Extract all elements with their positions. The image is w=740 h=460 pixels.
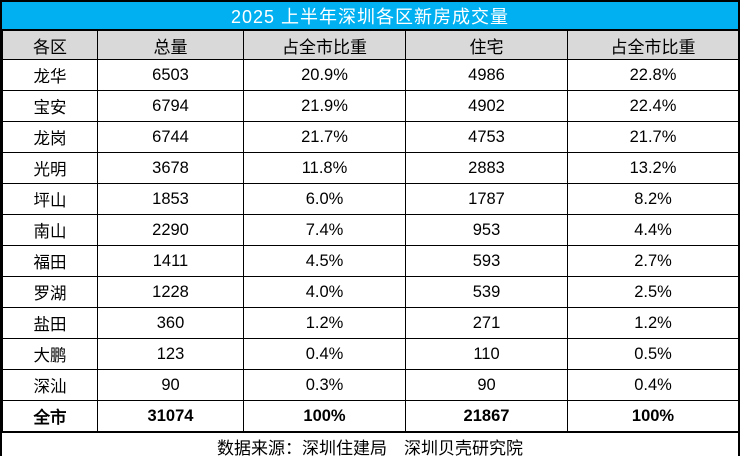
table-cell-residential-share: 22.8% (567, 59, 739, 91)
table-cell-district: 南山 (2, 214, 98, 246)
table-cell-residential: 1787 (405, 183, 568, 215)
col-header-total-share: 占全市比重 (243, 30, 406, 60)
table-cell-residential: 90 (405, 369, 568, 401)
table-cell-district: 全市 (2, 400, 98, 432)
table-row: 龙岗 6744 21.7% 4753 21.7% (2, 121, 739, 153)
data-table: 各区 总量 占全市比重 住宅 占全市比重 龙华 6503 20.9% 4986 22.8… (2, 30, 739, 432)
table-cell-total: 6744 (97, 121, 244, 153)
table-cell-residential-share: 1.2% (567, 307, 739, 339)
table-cell-residential-share: 8.2% (567, 183, 739, 215)
table-cell-total-share: 21.9% (243, 90, 406, 122)
table-row: 深汕 90 0.3% 90 0.4% (2, 369, 739, 401)
table-cell-residential: 110 (405, 338, 568, 370)
table-cell-district: 福田 (2, 245, 98, 277)
table-cell-district: 罗湖 (2, 276, 98, 308)
table-cell-district: 光明 (2, 152, 98, 184)
table-cell-total: 6503 (97, 59, 244, 91)
table-body: 龙华 6503 20.9% 4986 22.8% 宝安 6794 21.9% 4902 22.4%… (2, 59, 739, 432)
table-cell-residential: 4902 (405, 90, 568, 122)
table-row: 坪山 1853 6.0% 1787 8.2% (2, 183, 739, 215)
page-title: 2025 上半年深圳各区新房成交量 (2, 2, 738, 30)
table-cell-total: 123 (97, 338, 244, 370)
table-row: 龙华 6503 20.9% 4986 22.8% (2, 59, 739, 91)
table-row: 盐田 360 1.2% 271 1.2% (2, 307, 739, 339)
table-cell-district: 坪山 (2, 183, 98, 215)
table-cell-residential-share: 0.5% (567, 338, 739, 370)
col-header-residential: 住宅 (405, 30, 568, 60)
table-cell-residential: 21867 (405, 400, 568, 432)
table-cell-total-share: 7.4% (243, 214, 406, 246)
table-cell-district: 深汕 (2, 369, 98, 401)
col-header-residential-share: 占全市比重 (567, 30, 739, 60)
table-cell-total-share: 21.7% (243, 121, 406, 153)
table-cell-total: 31074 (97, 400, 244, 432)
table-cell-total-share: 0.3% (243, 369, 406, 401)
table-row: 福田 1411 4.5% 593 2.7% (2, 245, 739, 277)
table-cell-total: 1411 (97, 245, 244, 277)
table-row: 南山 2290 7.4% 953 4.4% (2, 214, 739, 246)
table-cell-residential-share: 0.4% (567, 369, 739, 401)
col-header-total: 总量 (97, 30, 244, 60)
table-cell-total: 6794 (97, 90, 244, 122)
table-cell-total-share: 11.8% (243, 152, 406, 184)
table-cell-residential-share: 2.7% (567, 245, 739, 277)
table-cell-total: 3678 (97, 152, 244, 184)
table-cell-residential: 593 (405, 245, 568, 277)
table-cell-total-share: 100% (243, 400, 406, 432)
table-cell-total-share: 6.0% (243, 183, 406, 215)
table-cell-residential-share: 4.4% (567, 214, 739, 246)
table-row: 全市 31074 100% 21867 100% (2, 400, 739, 432)
table-cell-residential: 4753 (405, 121, 568, 153)
table-cell-residential: 4986 (405, 59, 568, 91)
data-source: 数据来源：深圳住建局 深圳贝壳研究院 (2, 432, 738, 460)
table-cell-total-share: 20.9% (243, 59, 406, 91)
table-cell-total: 1228 (97, 276, 244, 308)
table-cell-residential: 271 (405, 307, 568, 339)
table-cell-residential-share: 21.7% (567, 121, 739, 153)
table-cell-total: 90 (97, 369, 244, 401)
table-cell-residential: 953 (405, 214, 568, 246)
table-cell-total: 360 (97, 307, 244, 339)
table-cell-district: 宝安 (2, 90, 98, 122)
col-header-district: 各区 (2, 30, 98, 60)
table-cell-district: 龙岗 (2, 121, 98, 153)
table-row: 罗湖 1228 4.0% 539 2.5% (2, 276, 739, 308)
table-cell-residential-share: 13.2% (567, 152, 739, 184)
table-cell-total-share: 1.2% (243, 307, 406, 339)
table-cell-residential-share: 22.4% (567, 90, 739, 122)
header-row: 各区 总量 占全市比重 住宅 占全市比重 (2, 30, 739, 60)
table-cell-district: 盐田 (2, 307, 98, 339)
table-cell-total-share: 4.5% (243, 245, 406, 277)
table-cell-total-share: 0.4% (243, 338, 406, 370)
table-cell-residential: 2883 (405, 152, 568, 184)
table-cell-total: 2290 (97, 214, 244, 246)
table-row: 光明 3678 11.8% 2883 13.2% (2, 152, 739, 184)
table-row: 大鹏 123 0.4% 110 0.5% (2, 338, 739, 370)
table-cell-total-share: 4.0% (243, 276, 406, 308)
table-row: 宝安 6794 21.9% 4902 22.4% (2, 90, 739, 122)
table-cell-total: 1853 (97, 183, 244, 215)
table-cell-district: 龙华 (2, 59, 98, 91)
table-cell-residential: 539 (405, 276, 568, 308)
table-cell-district: 大鹏 (2, 338, 98, 370)
table-cell-residential-share: 2.5% (567, 276, 739, 308)
table-cell-residential-share: 100% (567, 400, 739, 432)
